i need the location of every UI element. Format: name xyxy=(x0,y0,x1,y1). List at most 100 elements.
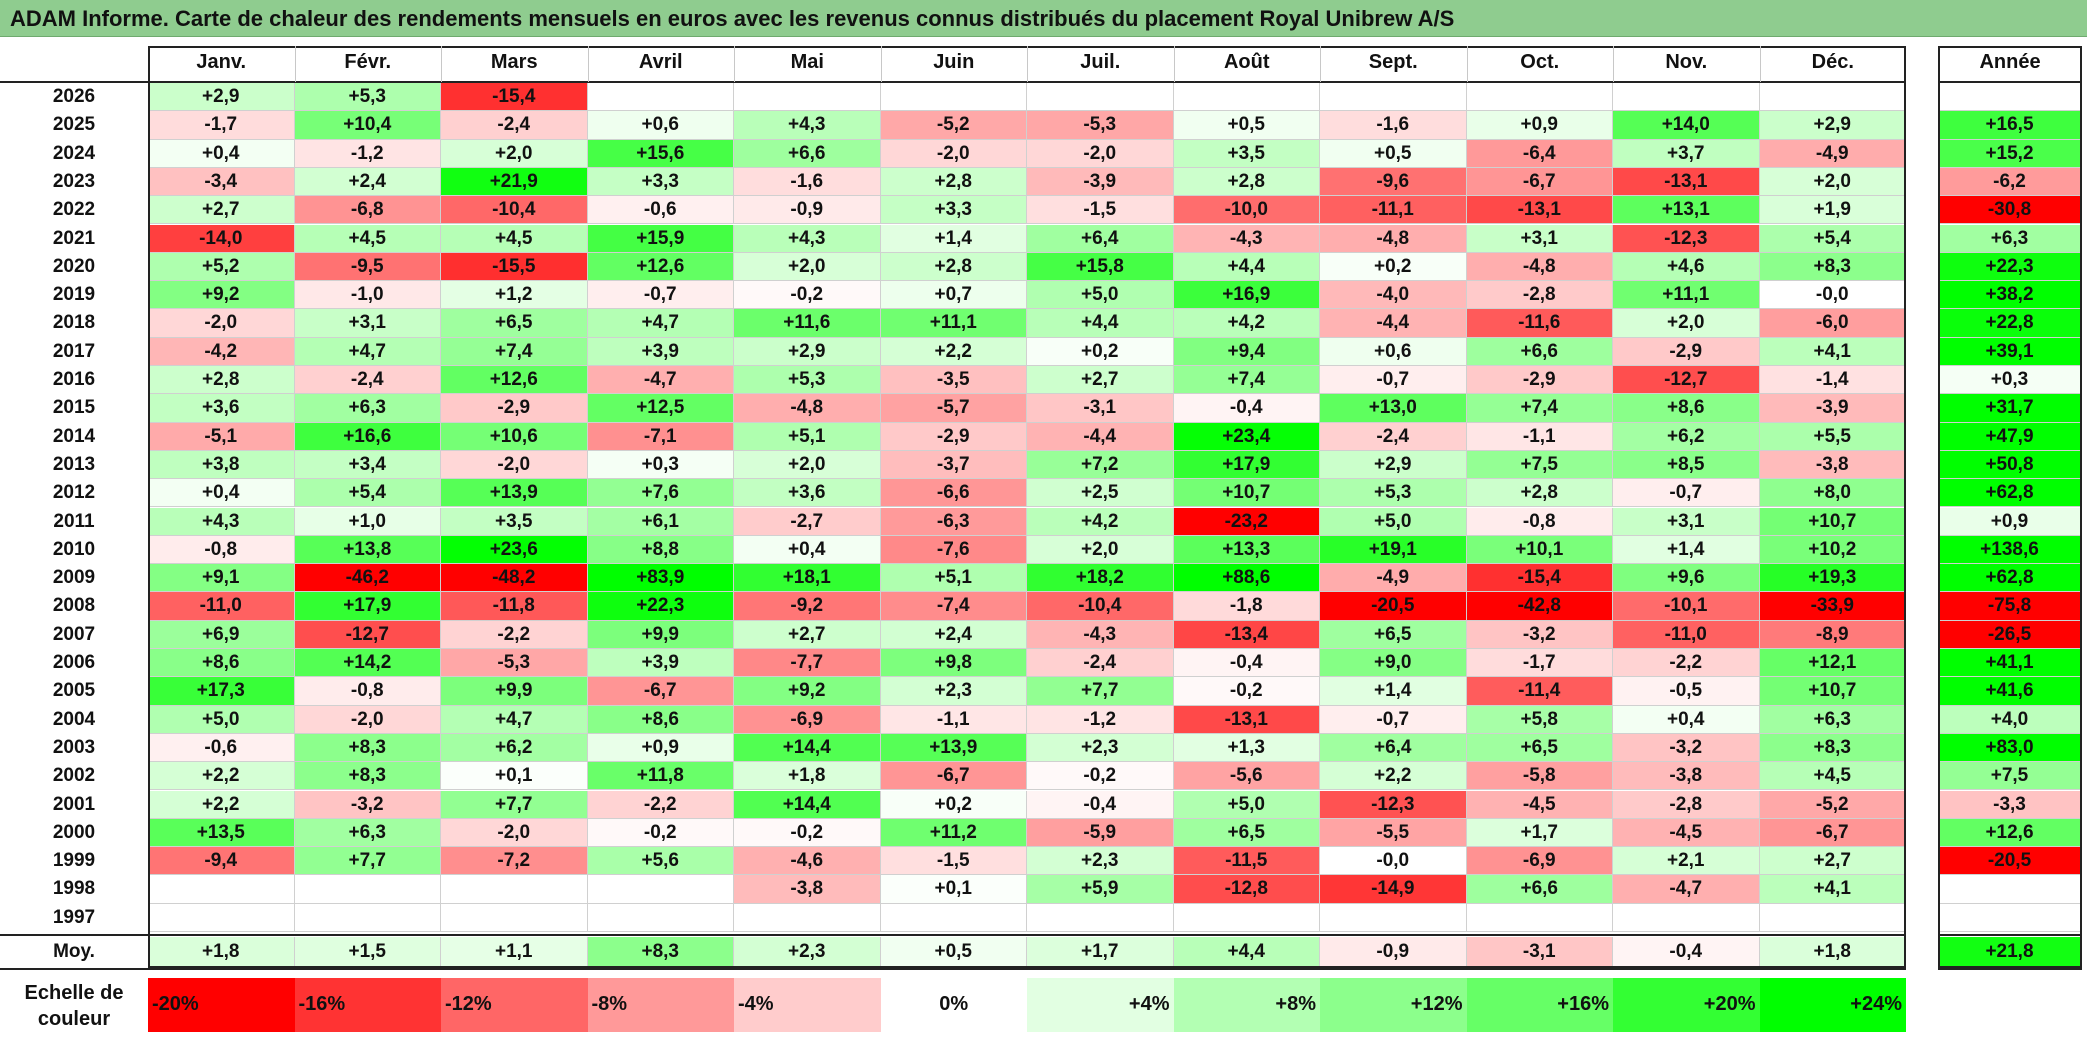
heatmap-cell: -4,5 xyxy=(1466,790,1613,819)
heatmap-cell: +5,3 xyxy=(294,83,441,112)
heatmap-cell: +7,4 xyxy=(441,337,588,366)
heatmap-cell xyxy=(587,903,734,932)
heatmap-cell xyxy=(1759,903,1906,932)
header-rule xyxy=(1938,81,2082,83)
heatmap-cell: +6,6 xyxy=(1466,337,1613,366)
heatmap-cell: -12,7 xyxy=(1613,366,1760,395)
color-scale-stop: +8% xyxy=(1173,978,1320,1032)
heatmap-cell: +4,5 xyxy=(294,224,441,253)
heatmap-cell: +5,3 xyxy=(734,366,881,395)
heatmap-cell: +8,3 xyxy=(294,733,441,763)
month-header: Oct. xyxy=(1520,51,1560,73)
heatmap-cell: +4,3 xyxy=(734,224,881,253)
heatmap-cell: +9,2 xyxy=(734,677,881,706)
heatmap-cell: -0,4 xyxy=(1027,790,1174,819)
heatmap-cell: -2,9 xyxy=(1613,337,1760,366)
heatmap-cell: +2,0 xyxy=(734,450,881,480)
heatmap-cell: -1,5 xyxy=(1027,196,1174,225)
heatmap-cell: +5,0 xyxy=(1173,790,1320,819)
column-divider xyxy=(880,46,882,82)
heatmap-cell: -0,2 xyxy=(1173,677,1320,706)
heatmap-cell xyxy=(1613,903,1760,932)
color-scale-stop: -4% xyxy=(734,978,881,1032)
color-scale-stop: +24% xyxy=(1759,978,1906,1032)
heatmap-cell: +11,1 xyxy=(1613,281,1760,310)
heatmap-cell: -4,4 xyxy=(1320,309,1467,338)
year-label: 2022 xyxy=(52,199,96,221)
annual-header: Année xyxy=(1979,51,2041,73)
heatmap-cell: +4,5 xyxy=(1759,762,1906,791)
heatmap-cell: +5,6 xyxy=(587,847,734,876)
month-grid-frame xyxy=(148,46,1906,968)
heatmap-cell: +88,6 xyxy=(1173,564,1320,593)
heatmap-cell: -23,2 xyxy=(1173,507,1320,536)
color-scale-stop: +20% xyxy=(1613,978,1760,1032)
heatmap-cell: +2,5 xyxy=(1027,479,1174,508)
heatmap-cell: -1,2 xyxy=(294,139,441,168)
month-header: Mars xyxy=(490,51,538,73)
heatmap-cell: -2,0 xyxy=(1027,139,1174,168)
heatmap-cell xyxy=(1173,903,1320,932)
heatmap-cell: -6,7 xyxy=(880,762,1027,791)
color-scale-stop: +16% xyxy=(1466,978,1613,1032)
column-divider xyxy=(587,46,589,82)
heatmap-cell: +4,1 xyxy=(1759,337,1906,366)
heatmap-cell: +13,9 xyxy=(880,733,1027,763)
heatmap-cell xyxy=(1466,83,1613,112)
average-cell: +2,3 xyxy=(734,937,881,967)
heatmap-cell: -11,0 xyxy=(1613,620,1760,649)
heatmap-cell: +1,2 xyxy=(441,281,588,310)
annual-cell: -30,8 xyxy=(1938,196,2082,225)
heatmap-cell: +10,7 xyxy=(1759,507,1906,536)
heatmap-cell: +7,4 xyxy=(1173,366,1320,395)
heatmap-cell: -0,4 xyxy=(1173,394,1320,423)
heatmap-cell: -2,0 xyxy=(441,818,588,848)
month-header: Juil. xyxy=(1080,51,1121,73)
heatmap-cell: +5,8 xyxy=(1466,705,1613,734)
heatmap-cell: -15,4 xyxy=(441,83,588,112)
heatmap-cell: +0,1 xyxy=(880,875,1027,904)
year-label: 2004 xyxy=(52,708,96,730)
year-label: 1998 xyxy=(52,878,96,900)
heatmap-cell: -4,7 xyxy=(1613,875,1760,904)
heatmap-cell: -1,7 xyxy=(1466,649,1613,678)
heatmap-cell: +9,6 xyxy=(1613,564,1760,593)
heatmap-cell: +1,3 xyxy=(1173,733,1320,763)
year-label: 2021 xyxy=(52,227,96,249)
heatmap-cell: +0,4 xyxy=(734,535,881,565)
heatmap-cell: +83,9 xyxy=(587,564,734,593)
heatmap-cell: +7,7 xyxy=(441,790,588,819)
heatmap-cell: +3,1 xyxy=(1613,507,1760,536)
heatmap-cell: +2,8 xyxy=(148,366,295,395)
heatmap-cell: +10,7 xyxy=(1759,677,1906,706)
heatmap-cell: +13,1 xyxy=(1613,196,1760,225)
annual-cell: +0,3 xyxy=(1938,366,2082,395)
heatmap-cell: +6,2 xyxy=(1613,422,1760,451)
heatmap-cell: -12,3 xyxy=(1613,224,1760,253)
heatmap-cell: +6,1 xyxy=(587,507,734,536)
heatmap-cell: -2,9 xyxy=(1466,366,1613,395)
heatmap-cell: +1,4 xyxy=(1613,535,1760,565)
heatmap-cell: +12,6 xyxy=(441,366,588,395)
column-divider xyxy=(1027,46,1028,82)
heatmap-cell: +10,6 xyxy=(441,422,588,451)
heatmap-cell: -11,6 xyxy=(1466,309,1613,338)
title-bar: ADAM Informe. Carte de chaleur des rende… xyxy=(0,0,2087,37)
heatmap-cell: +11,8 xyxy=(587,762,734,791)
heatmap-cell: +8,0 xyxy=(1759,479,1906,508)
heatmap-cell: -1,6 xyxy=(1320,111,1467,140)
heatmap-cell: +9,1 xyxy=(148,564,295,593)
heatmap-cell: +14,0 xyxy=(1613,111,1760,140)
heatmap-cell: +5,5 xyxy=(1759,422,1906,451)
heatmap-cell: +18,1 xyxy=(734,564,881,593)
heatmap-cell: -14,0 xyxy=(148,224,295,253)
heatmap-cell: -0,0 xyxy=(1759,281,1906,310)
heatmap-cell: -4,0 xyxy=(1320,281,1467,310)
year-label: 2017 xyxy=(52,340,96,362)
month-header: Sept. xyxy=(1368,51,1418,73)
heatmap-cell: +8,6 xyxy=(148,649,295,678)
year-label: 2026 xyxy=(52,86,96,107)
heatmap-cell: +13,5 xyxy=(148,818,295,848)
heatmap-cell: -33,9 xyxy=(1759,592,1906,621)
heatmap-cell: -9,5 xyxy=(294,252,441,282)
